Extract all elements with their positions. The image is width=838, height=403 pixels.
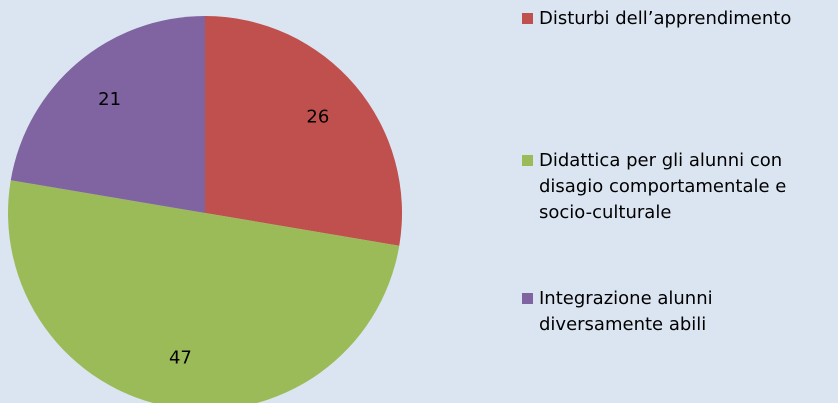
data-label: 21	[98, 89, 121, 110]
pie-slice	[8, 180, 400, 403]
data-label: 47	[169, 348, 192, 369]
legend-label: Disturbi dell’apprendimento	[539, 8, 792, 29]
pie-slice	[10, 16, 206, 213]
legend-swatch	[522, 13, 533, 24]
legend-item: Didattica per gli alunni con disagio com…	[522, 148, 822, 226]
legend-swatch	[522, 293, 533, 304]
pie-slice	[205, 16, 402, 246]
legend-swatch	[522, 155, 533, 166]
legend-label: Integrazione alunni diversamente abili	[539, 288, 713, 335]
data-label: 26	[306, 107, 329, 128]
legend-label: Didattica per gli alunni con disagio com…	[539, 150, 787, 223]
legend-item: Integrazione alunni diversamente abili	[522, 286, 822, 338]
legend-item: Disturbi dell’apprendimento	[522, 6, 822, 32]
